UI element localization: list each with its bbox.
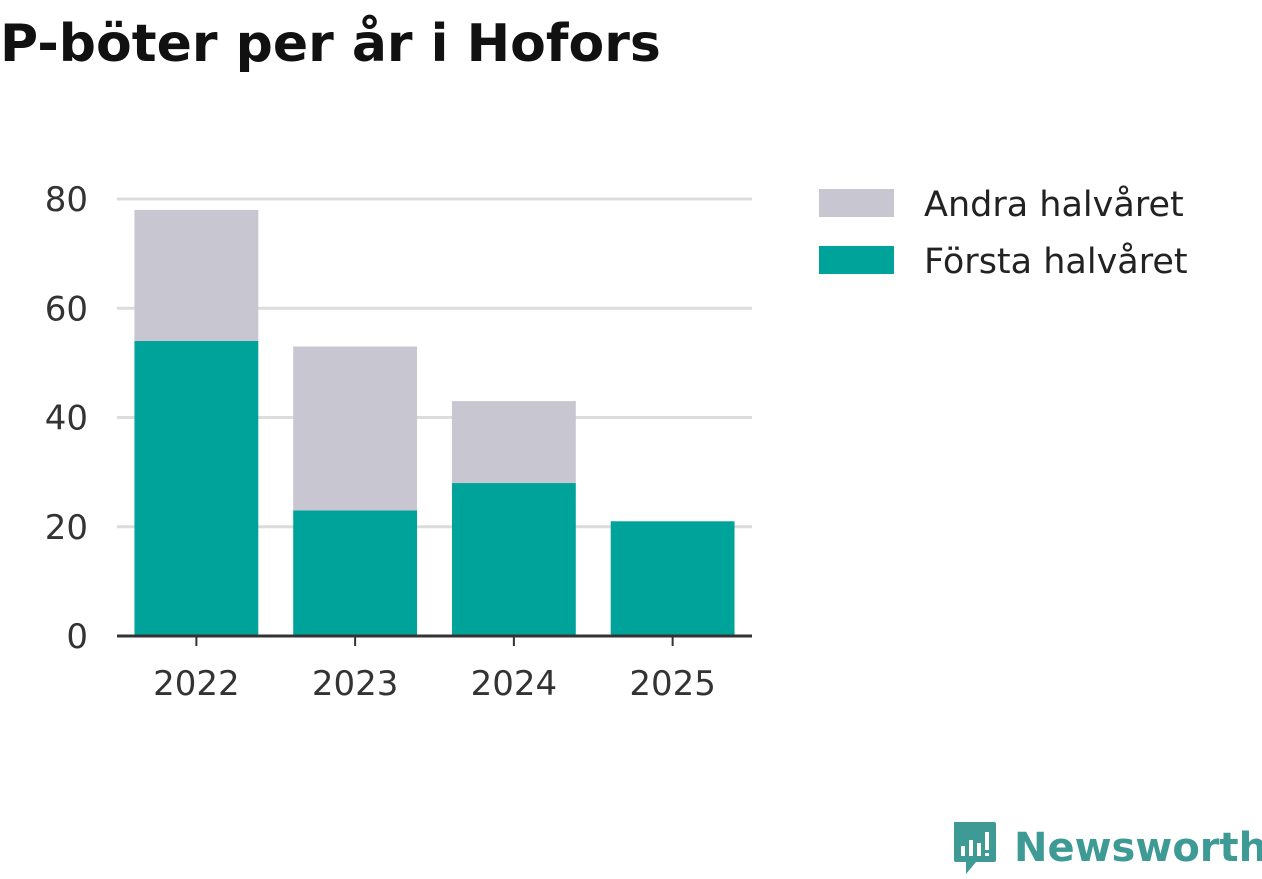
y-tick-label-60: 60 xyxy=(45,289,88,329)
bar-2022-andra xyxy=(134,209,259,342)
legend: Andra halvåret Första halvåret xyxy=(819,184,1188,282)
newsworthy-logo-icon xyxy=(954,822,996,874)
legend-label-forsta: Första halvåret xyxy=(924,241,1188,282)
legend-swatch-andra xyxy=(819,189,894,217)
bars xyxy=(134,209,735,636)
newsworthy-brand: Newsworthy xyxy=(950,818,1262,878)
brand-name: Newsworthy xyxy=(1014,825,1262,871)
x-tick-label-2024: 2024 xyxy=(471,664,558,704)
y-tick-label-40: 40 xyxy=(45,399,88,439)
bar-2024-forsta xyxy=(451,483,576,636)
y-tick-label-20: 20 xyxy=(45,508,88,548)
y-tick-label-0: 0 xyxy=(66,617,88,657)
x-tick-label-2023: 2023 xyxy=(312,664,399,704)
legend-swatch-forsta xyxy=(819,246,894,274)
bar-2023-andra xyxy=(293,346,418,511)
bar-2023-forsta xyxy=(293,510,418,636)
legend-label-andra: Andra halvåret xyxy=(924,184,1184,225)
x-tick-label-2022: 2022 xyxy=(153,664,240,704)
chart-title: P-böter per år i Hofors xyxy=(0,14,661,74)
bar-2025-forsta xyxy=(610,521,735,636)
bar-2024-andra xyxy=(451,401,576,484)
axes: 0 20 40 60 80 2022 2023 2024 2025 xyxy=(45,180,752,704)
bar-2022-forsta xyxy=(134,341,259,636)
x-tick-label-2025: 2025 xyxy=(629,664,716,704)
y-tick-label-80: 80 xyxy=(45,180,88,220)
